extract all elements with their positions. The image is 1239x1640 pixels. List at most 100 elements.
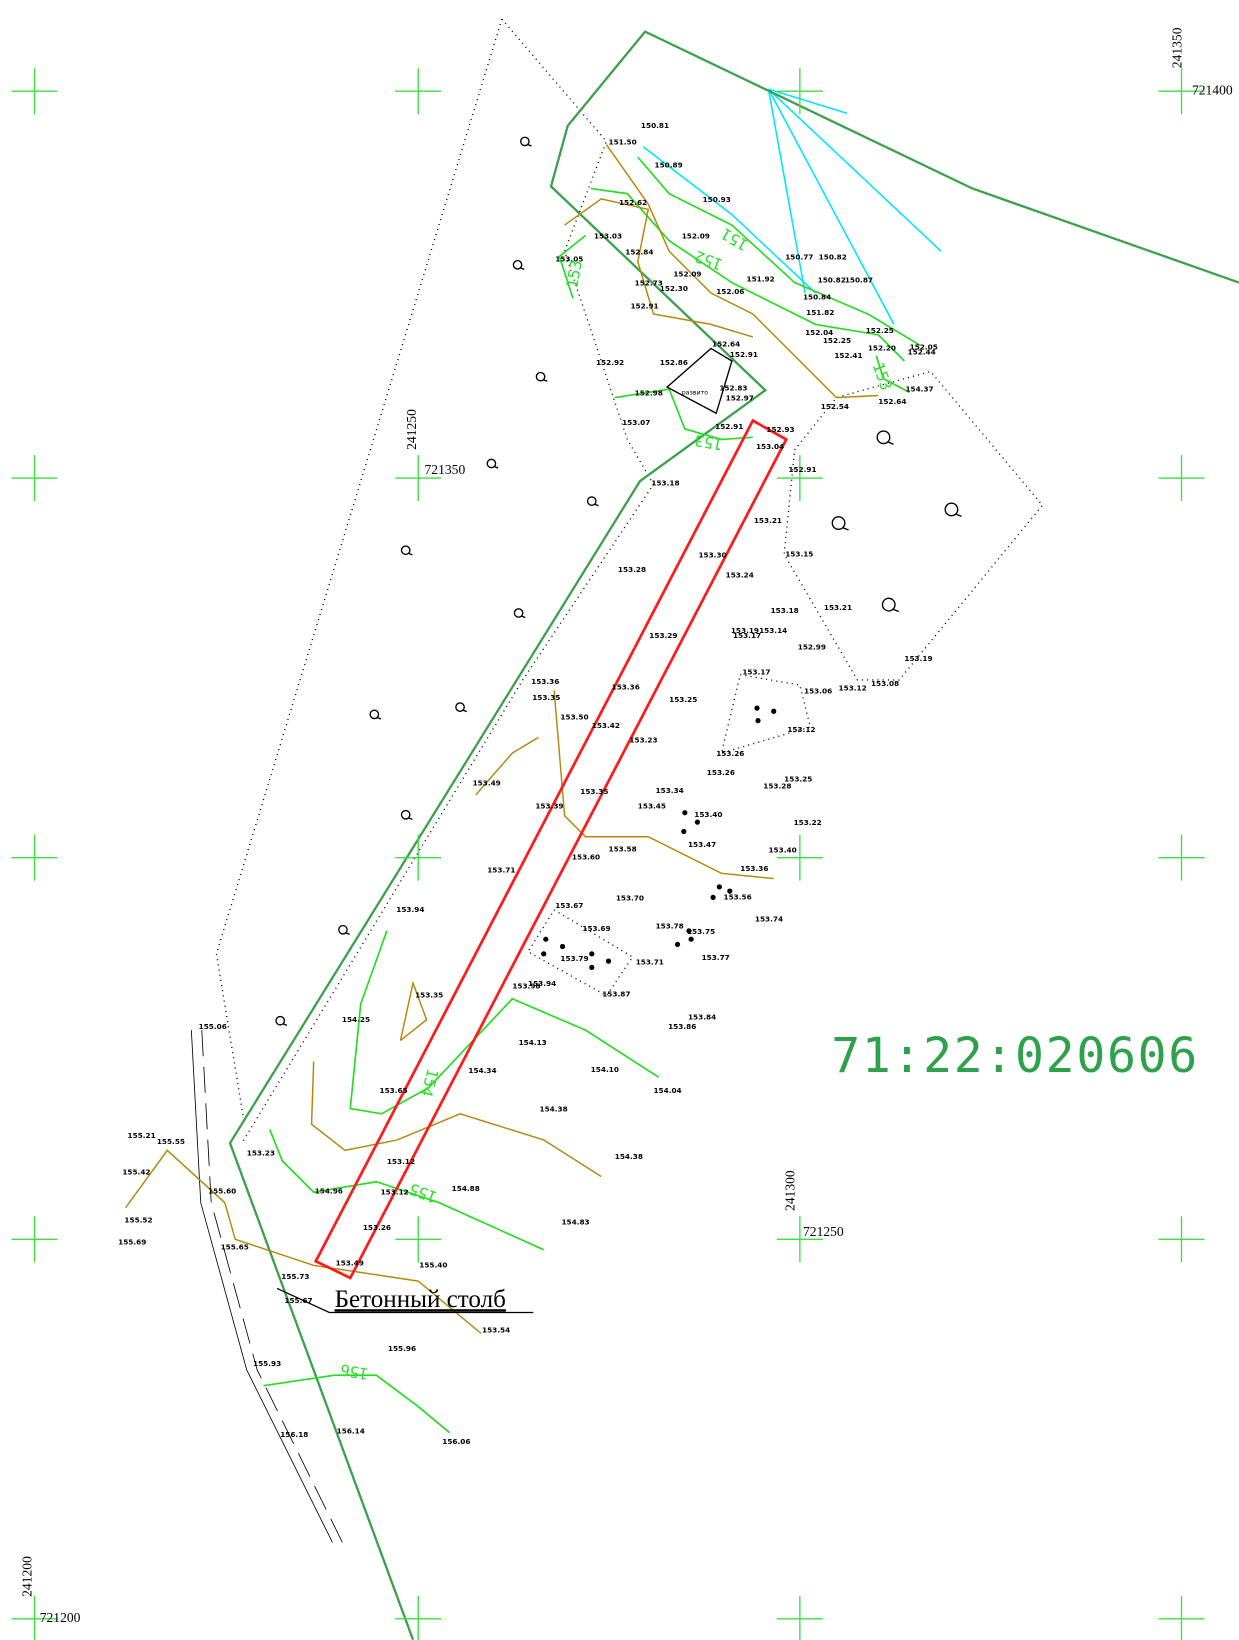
- elevation-label: 152.92: [596, 358, 624, 367]
- elevation-label: 153.71: [636, 957, 664, 966]
- elevation-label: 153.75: [687, 927, 715, 936]
- elevation-label: 151.92: [747, 275, 775, 284]
- elevation-label: 150.82: [818, 276, 846, 285]
- tree: [887, 442, 893, 445]
- elevation-label: 152.62: [619, 198, 647, 207]
- elevation-label: 153.86: [668, 1022, 696, 1031]
- grid-label: 721200: [40, 1610, 81, 1625]
- elevation-label: 155.40: [419, 1261, 447, 1270]
- tree-symbols: [276, 137, 961, 1025]
- elevation-label: 152.98: [635, 388, 663, 397]
- elevation-label: 155.65: [221, 1243, 249, 1252]
- body: Бетонный столб развито 71:22:020606 2413…: [0, 0, 1239, 1640]
- road-edge: [191, 1030, 332, 1542]
- tree: [408, 553, 412, 555]
- elevation-label: 154.38: [615, 1152, 643, 1161]
- point: [560, 944, 565, 949]
- parcel-number: 71:22:020606: [831, 1028, 1197, 1084]
- tree: [955, 514, 961, 517]
- elevation-label: 153.42: [592, 721, 620, 730]
- dotted-boundary: [721, 675, 810, 753]
- elevation-label: 153.23: [247, 1149, 275, 1158]
- elevation-label: 155.60: [208, 1186, 236, 1195]
- elevation-label: 153.22: [794, 818, 822, 827]
- elevation-label: 156.18: [280, 1430, 308, 1439]
- elevation-label: 154.13: [519, 1038, 547, 1047]
- elevation-label: 152.84: [625, 247, 653, 256]
- elevation-label: 155.96: [388, 1344, 416, 1353]
- grid-crosses: [12, 68, 1205, 1640]
- elevation-label: 152.97: [726, 394, 754, 403]
- point: [682, 810, 687, 815]
- elevation-label: 153.18: [651, 478, 679, 487]
- grid-label: 241250: [404, 409, 419, 450]
- elevation-label: 155.93: [253, 1359, 281, 1368]
- elevation-label: 153.35: [415, 991, 443, 1000]
- elevation-label: 152.30: [660, 284, 688, 293]
- elevation-label: 155.42: [122, 1167, 150, 1176]
- elevation-label: 153.21: [824, 603, 852, 612]
- elevation-label: 152.20: [868, 344, 896, 353]
- tree: [594, 504, 598, 506]
- survey-map: Бетонный столб развито 71:22:020606 2413…: [0, 0, 1239, 1640]
- elevation-label: 156.06: [442, 1437, 470, 1446]
- contour: [638, 157, 920, 345]
- contour-label: 156: [339, 1360, 370, 1384]
- elevation-label: 155.67: [284, 1296, 312, 1305]
- contour-label: 153: [693, 431, 724, 455]
- elevation-label: 153.35: [532, 693, 560, 702]
- brown-line: [565, 199, 753, 337]
- elevation-label: 154.88: [452, 1184, 480, 1193]
- tree: [377, 717, 381, 719]
- tree: [408, 818, 412, 820]
- contour-label: 155: [407, 1179, 440, 1207]
- point: [541, 951, 546, 956]
- elevation-label: 153.84: [688, 1013, 716, 1022]
- elevation-label: 153.36: [612, 682, 640, 691]
- elevation-label: 154.38: [540, 1105, 568, 1114]
- elevation-label: 153.39: [535, 801, 563, 810]
- elevation-label: 153.29: [649, 631, 677, 640]
- point: [754, 706, 759, 711]
- elevation-label: 153.69: [582, 924, 610, 933]
- tree: [543, 380, 547, 382]
- elevation-label: 153.07: [622, 418, 650, 427]
- elevation-label: 153.24: [726, 570, 754, 579]
- point: [717, 884, 722, 889]
- elevation-label: 153.49: [336, 1258, 364, 1267]
- elevation-label: 150.82: [819, 253, 847, 262]
- point: [755, 718, 760, 723]
- elevation-label: 150.87: [845, 276, 873, 285]
- elevation-label: 152.99: [798, 643, 826, 652]
- page: Survey plan {"grid_labels": ["241350", "…: [0, 0, 1239, 1640]
- elevation-label: 153.77: [702, 953, 730, 962]
- grid-label: 241200: [19, 1556, 34, 1597]
- elevation-label: 153.74: [755, 914, 783, 923]
- elevation-label: 153.49: [473, 778, 501, 787]
- brown-line: [312, 1062, 602, 1177]
- elevation-label: 153.65: [380, 1086, 408, 1095]
- elevation-label: 153.79: [560, 954, 588, 963]
- elevation-label: 153.94: [396, 905, 424, 914]
- elevation-label: 152.64: [712, 339, 740, 348]
- tree: [283, 1024, 287, 1026]
- elevation-label: 155.69: [118, 1238, 146, 1247]
- elevation-label: 153.54: [482, 1325, 510, 1334]
- red-strip: [316, 421, 787, 1278]
- elevation-label: 153.28: [618, 565, 646, 574]
- grid-label: 721400: [1192, 82, 1233, 97]
- grid-label: 721250: [803, 1224, 844, 1239]
- elevation-label: 152.91: [630, 302, 658, 311]
- elevation-label: 153.56: [724, 892, 752, 901]
- linework: [125, 19, 1239, 1640]
- elevation-label: 150.93: [703, 195, 731, 204]
- grid-label: 721350: [425, 462, 466, 477]
- elevation-label: 153.17: [742, 668, 770, 677]
- cyan-line: [768, 89, 941, 251]
- elevation-label: 153.23: [629, 736, 657, 745]
- elevation-label: 152.25: [866, 326, 894, 335]
- elevation-label: 153.05: [555, 255, 583, 264]
- elevation-label: 153.25: [669, 695, 697, 704]
- elevation-label: 153.06: [804, 686, 832, 695]
- point: [689, 937, 694, 942]
